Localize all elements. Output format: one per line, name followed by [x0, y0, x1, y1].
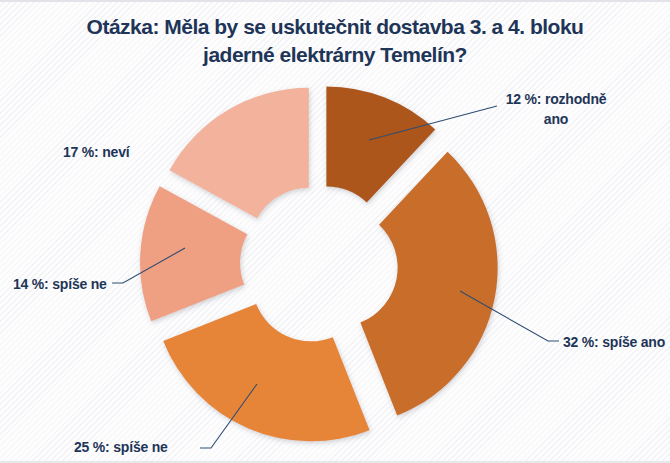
callout-nevi: 17 %: neví [63, 144, 129, 160]
donut-slice-3 [140, 186, 247, 321]
slide: Otázka: Měla by se uskutečnit dostavba 3… [0, 0, 670, 463]
callout-rozhodne-ano: 12 %: rozhodně ano [500, 89, 612, 129]
donut-slice-2 [163, 304, 369, 441]
donut-slice-4 [169, 88, 308, 219]
callout-spise-ne-25: 25 %: spíše ne [74, 439, 168, 455]
donut-chart [0, 0, 670, 463]
donut-slice-1 [360, 152, 497, 416]
callout-spise-ne-14: 14 %: spíše ne [13, 276, 107, 292]
callout-spise-ano: 32 %: spíše ano [563, 334, 665, 350]
